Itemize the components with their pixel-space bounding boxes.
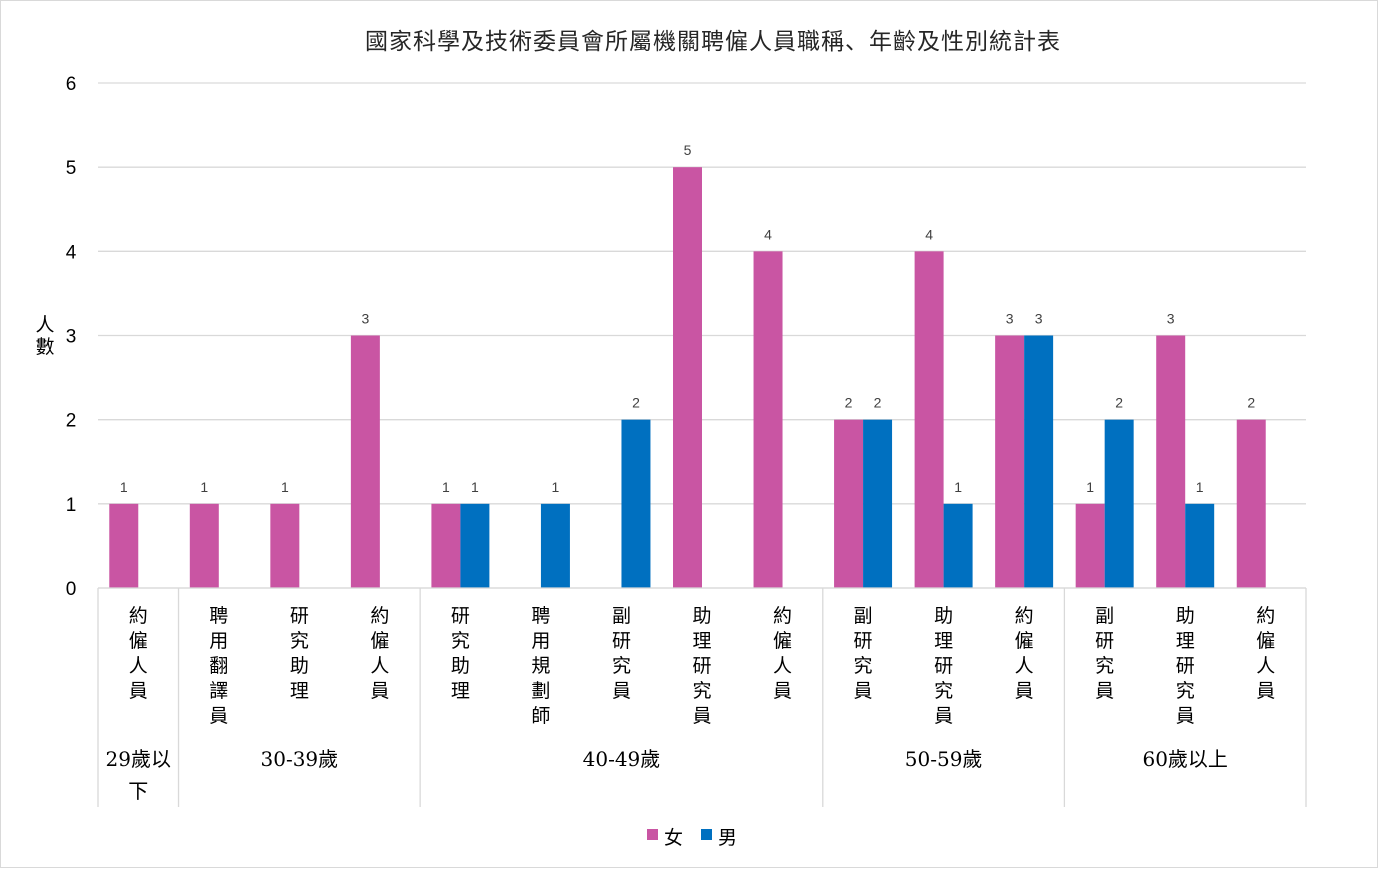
- data-label: 1: [471, 479, 479, 495]
- y-tick-label: 1: [66, 495, 77, 516]
- bar: [943, 503, 973, 588]
- legend-swatch: [647, 829, 658, 840]
- x-category-label: 研究助理: [451, 605, 470, 702]
- bar: [109, 503, 139, 588]
- bars: [109, 167, 1266, 589]
- bar: [914, 251, 944, 589]
- data-label: 1: [281, 479, 289, 495]
- y-axis-title: 人數: [35, 314, 54, 358]
- x-category-label: 約僱人員: [773, 605, 792, 702]
- data-label: 4: [764, 226, 772, 242]
- bar: [1156, 335, 1186, 588]
- data-label: 2: [1247, 395, 1255, 411]
- data-label: 1: [120, 479, 128, 495]
- data-label: 1: [1196, 479, 1204, 495]
- x-category-label: 聘用翻譯員: [209, 605, 228, 727]
- bar: [1104, 419, 1134, 588]
- x-category-label: 約僱人員: [1015, 605, 1034, 702]
- y-tick-label: 5: [66, 158, 77, 179]
- x-category-label: 約僱人員: [370, 605, 389, 702]
- data-label: 1: [1086, 479, 1094, 495]
- bar: [753, 251, 783, 589]
- x-group-label: 60歲以上: [1142, 747, 1227, 771]
- bar: [621, 419, 651, 588]
- x-category-label: 副研究員: [1095, 605, 1114, 702]
- bar: [1024, 335, 1054, 588]
- data-label: 1: [552, 479, 560, 495]
- chart-title: 國家科學及技術委員會所屬機關聘僱人員職稱、年齡及性別統計表: [365, 29, 1061, 55]
- bar: [1185, 503, 1215, 588]
- data-label: 2: [1115, 395, 1123, 411]
- x-group-label: 40-49歲: [583, 747, 661, 771]
- x-category-label: 約僱人員: [1256, 605, 1275, 702]
- x-group-label: 29歲以下: [106, 747, 171, 803]
- y-tick-label: 4: [66, 242, 77, 263]
- legend: 女男: [647, 827, 737, 849]
- bar: [270, 503, 300, 588]
- data-label: 3: [361, 311, 369, 327]
- x-category-label: 助理研究員: [692, 605, 711, 727]
- bar: [460, 503, 490, 588]
- data-label: 2: [845, 395, 853, 411]
- y-tick-label: 2: [66, 411, 77, 432]
- bar: [834, 419, 864, 588]
- data-label: 4: [925, 226, 933, 242]
- x-axis: 約僱人員 聘用翻譯員 研究助理 約僱人員 研究助理 聘用規劃師 副研究員 助理研究員 約僱人員 副…: [97, 587, 1307, 807]
- x-category-label: 副研究員: [612, 605, 631, 702]
- data-label: 5: [684, 142, 692, 158]
- y-tick-label: 0: [66, 579, 77, 600]
- y-axis-ticks: 0 1 2 3 4 5 6: [66, 74, 77, 600]
- data-label: 2: [874, 395, 882, 411]
- x-category-label: 研究助理: [290, 605, 309, 702]
- data-label: 1: [442, 479, 450, 495]
- data-label: 3: [1035, 311, 1043, 327]
- bar: [540, 503, 570, 588]
- data-label: 3: [1167, 311, 1175, 327]
- y-tick-label: 3: [66, 327, 77, 348]
- x-group-label: 30-39歲: [261, 747, 339, 771]
- data-label: 2: [632, 395, 640, 411]
- x-category-label: 聘用規劃師: [531, 605, 550, 727]
- legend-label: 女: [664, 827, 683, 849]
- legend-label: 男: [718, 827, 737, 849]
- bar: [673, 167, 702, 588]
- x-category-label: 助理研究員: [934, 605, 953, 727]
- bar: [350, 335, 380, 588]
- data-label: 1: [200, 479, 208, 495]
- x-category-label: 約僱人員: [129, 605, 148, 702]
- bar: [431, 503, 461, 588]
- data-label: 3: [1006, 311, 1014, 327]
- x-group-label: 50-59歲: [905, 747, 983, 771]
- x-category-label: 助理研究員: [1176, 605, 1195, 727]
- data-label: 1: [954, 479, 962, 495]
- bar: [189, 503, 219, 588]
- bar: [863, 419, 893, 588]
- y-axis-label: 人數: [35, 314, 54, 358]
- x-category-label: 副研究員: [854, 605, 873, 702]
- data-labels: 1 1 1 3 1 1 1 2 5 4 2 2 4 1 3 3 1 2 3 1 2: [120, 142, 1255, 495]
- bar: [1075, 503, 1105, 588]
- y-tick-label: 6: [66, 74, 77, 95]
- bar: [995, 335, 1025, 588]
- bar: [1236, 419, 1266, 588]
- legend-swatch: [701, 829, 712, 840]
